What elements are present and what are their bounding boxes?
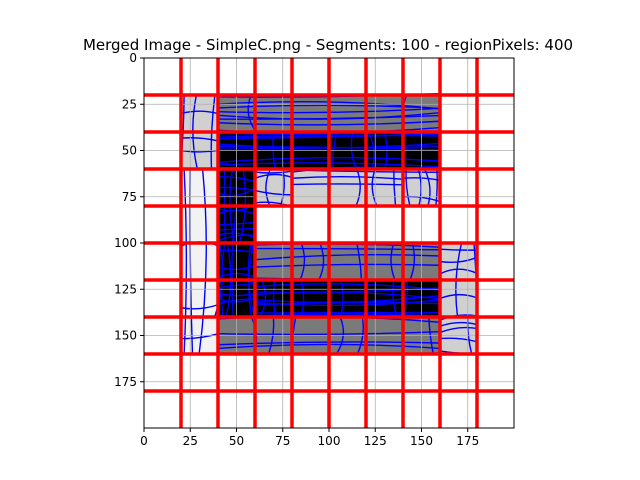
- plot-area: 0 25 50 75 100 125 150 175 0 25 50 75 100 125 150 175: [114, 51, 515, 448]
- image-cell: [181, 169, 218, 354]
- x-tick-label: 0: [140, 434, 148, 448]
- contour-line: [299, 242, 306, 281]
- contour-line: [180, 149, 219, 153]
- contour-line: [390, 242, 396, 281]
- contour-line: [291, 176, 404, 180]
- contour-line: [355, 168, 361, 207]
- contour-line: [254, 254, 441, 261]
- contour-line: [254, 263, 441, 268]
- contour-line: [435, 168, 438, 207]
- chart-title: Merged Image - SimpleC.png - Segments: 1…: [83, 36, 573, 54]
- contour-line: [180, 304, 219, 310]
- y-tick-label: 100: [114, 236, 137, 250]
- contour-line: [180, 110, 219, 115]
- y-tick-label: 175: [114, 375, 137, 389]
- contour-line: [291, 183, 404, 186]
- x-tick-label: 50: [229, 434, 244, 448]
- contour-line: [254, 173, 293, 179]
- contour-line: [318, 242, 325, 281]
- contour-line: [254, 170, 293, 174]
- y-tick-label: 125: [114, 282, 137, 296]
- contour-line: [183, 168, 188, 355]
- contour-line: [409, 242, 416, 281]
- contour-line: [180, 333, 219, 340]
- x-tick-label: 25: [183, 434, 198, 448]
- contour-line: [439, 326, 478, 334]
- contour-line: [180, 137, 219, 142]
- contour-line: [439, 268, 478, 275]
- x-tick-label: 125: [364, 434, 387, 448]
- contour-line: [198, 168, 207, 355]
- x-tick-label: 150: [410, 434, 433, 448]
- contour-line: [254, 291, 441, 300]
- contour-line: [254, 283, 441, 291]
- image-cell: [292, 169, 403, 206]
- contour-line: [254, 189, 293, 196]
- y-tick-label: 50: [122, 144, 137, 158]
- contour-line: [405, 168, 411, 207]
- contour-line: [254, 313, 441, 317]
- contour-line: [279, 168, 285, 207]
- y-tick-label: 150: [114, 329, 137, 343]
- contour-line: [272, 279, 277, 318]
- contour-line: [439, 321, 478, 327]
- contour-line: [356, 242, 363, 281]
- contour-line: [393, 168, 397, 207]
- contour-line: [254, 247, 441, 251]
- x-tick-label: 75: [275, 434, 290, 448]
- y-tick-label: 0: [129, 51, 137, 65]
- contour-line: [439, 337, 478, 343]
- y-tick-label: 25: [122, 97, 137, 111]
- contour-line: [439, 293, 478, 300]
- x-tick-label: 100: [318, 434, 341, 448]
- x-tick-label: 175: [456, 434, 479, 448]
- contour-line: [259, 279, 267, 318]
- contour-line: [254, 301, 441, 306]
- y-tick-label: 75: [122, 190, 137, 204]
- contour-line: [423, 168, 431, 207]
